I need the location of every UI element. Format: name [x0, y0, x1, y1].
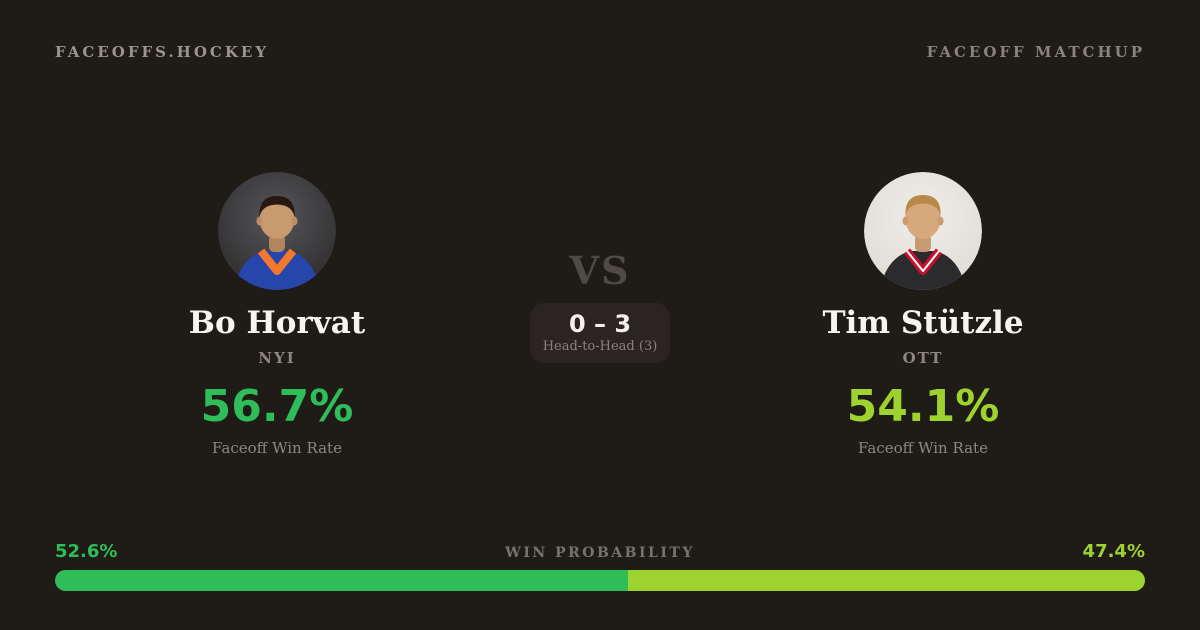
win-probability-label: WIN PROBABILITY — [505, 545, 695, 561]
head-to-head-label: Head-to-Head (3) — [542, 339, 658, 355]
vs-label: VS — [569, 248, 631, 293]
win-probability-bar — [55, 570, 1145, 591]
win-probability-bar-left-segment — [55, 570, 629, 591]
player-avatar-right — [864, 172, 982, 290]
tim-stutzle-headshot-icon — [864, 172, 982, 290]
player-win-rate-left: 56.7% — [200, 380, 354, 432]
win-probability-right-value: 47.4% — [1082, 541, 1145, 562]
player-avatar-left — [218, 172, 336, 290]
page-title: FACEOFF MATCHUP — [926, 43, 1145, 61]
player-name-right: Tim Stützle — [822, 305, 1024, 341]
player-name-left: Bo Horvat — [188, 305, 366, 341]
bo-horvat-headshot-icon — [218, 172, 336, 290]
player-win-rate-right: 54.1% — [846, 380, 1000, 432]
win-probability-left-value: 52.6% — [55, 541, 118, 562]
brand-logo-text: FACEOFFS.HOCKEY — [55, 43, 270, 61]
win-probability-bar-right-segment — [628, 570, 1145, 591]
player-stat-label-right: Faceoff Win Rate — [858, 438, 988, 457]
head-to-head-score: 0 – 3 — [568, 310, 632, 338]
player-stat-label-left: Faceoff Win Rate — [212, 438, 342, 457]
player-card-left: Bo Horvat NYI 56.7% Faceoff Win Rate — [117, 172, 437, 457]
player-card-right: Tim Stützle OTT 54.1% Faceoff Win Rate — [763, 172, 1083, 457]
head-to-head-box: 0 – 3 Head-to-Head (3) — [530, 303, 670, 363]
player-team-left: NYI — [258, 348, 296, 367]
player-team-right: OTT — [902, 348, 944, 367]
